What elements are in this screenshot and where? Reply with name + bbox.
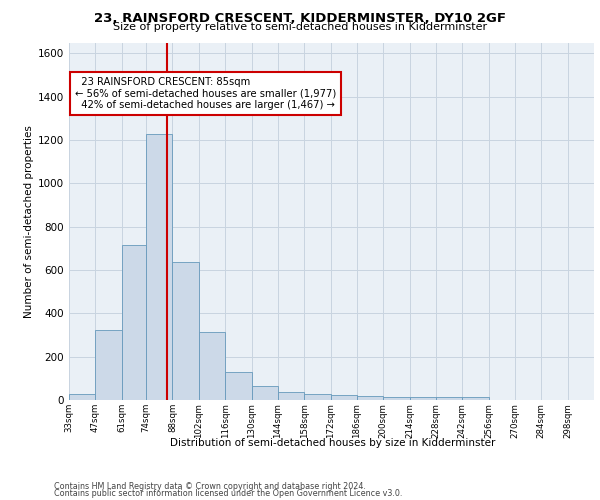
Bar — [146, 134, 172, 400]
Text: Size of property relative to semi-detached houses in Kidderminster: Size of property relative to semi-detach… — [113, 22, 487, 32]
Bar — [199, 332, 225, 400]
Bar — [172, 262, 199, 400]
Bar — [357, 396, 383, 400]
Bar — [304, 394, 331, 400]
Text: Contains HM Land Registry data © Crown copyright and database right 2024.: Contains HM Land Registry data © Crown c… — [54, 482, 366, 491]
Bar — [225, 372, 251, 400]
Text: 23, RAINSFORD CRESCENT, KIDDERMINSTER, DY10 2GF: 23, RAINSFORD CRESCENT, KIDDERMINSTER, D… — [94, 12, 506, 26]
Text: Distribution of semi-detached houses by size in Kidderminster: Distribution of semi-detached houses by … — [170, 438, 496, 448]
Bar — [95, 330, 122, 400]
Bar — [436, 398, 462, 400]
Text: Contains public sector information licensed under the Open Government Licence v3: Contains public sector information licen… — [54, 489, 403, 498]
Y-axis label: Number of semi-detached properties: Number of semi-detached properties — [24, 125, 34, 318]
Bar — [251, 386, 278, 400]
Bar — [122, 245, 146, 400]
Text: 23 RAINSFORD CRESCENT: 85sqm
← 56% of semi-detached houses are smaller (1,977)
 : 23 RAINSFORD CRESCENT: 85sqm ← 56% of se… — [74, 77, 336, 110]
Bar — [69, 394, 95, 400]
Bar — [331, 395, 357, 400]
Bar — [410, 397, 436, 400]
Bar — [383, 397, 410, 400]
Bar — [278, 392, 304, 400]
Bar — [462, 397, 488, 400]
